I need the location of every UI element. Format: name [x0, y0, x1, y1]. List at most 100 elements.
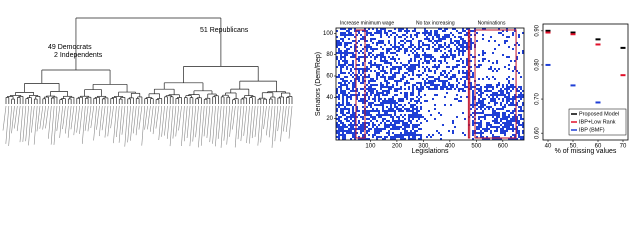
- heatmap-cell: [512, 32, 514, 34]
- heatmap-cell: [412, 86, 414, 88]
- heatmap-cell: [502, 116, 504, 118]
- heatmap-cell: [404, 64, 406, 66]
- heatmap-cell: [408, 40, 410, 42]
- heatmap-cell: [374, 116, 376, 118]
- heatmap-cell: [368, 112, 370, 114]
- heatmap-cell: [354, 112, 356, 114]
- heatmap-cell: [462, 44, 464, 46]
- heatmap-cell: [348, 120, 350, 122]
- heatmap-cell: [346, 86, 348, 88]
- heatmap-cell: [436, 88, 438, 90]
- heatmap-cell: [402, 28, 404, 30]
- heatmap-cell: [446, 46, 448, 48]
- heatmap-cell: [368, 86, 370, 88]
- heatmap-cell: [356, 76, 358, 78]
- heatmap-cell: [416, 32, 418, 34]
- heatmap-cell: [488, 106, 490, 108]
- leaf-label: [84, 105, 89, 131]
- heatmap-cell: [340, 84, 342, 86]
- heatmap-cell: [466, 78, 468, 80]
- heatmap-cell: [404, 84, 406, 86]
- heatmap-cell: [440, 46, 442, 48]
- leaf-label: [212, 105, 216, 144]
- heatmap-cell: [414, 136, 416, 138]
- heatmap-cell: [470, 108, 472, 110]
- heatmap-cell: [368, 82, 370, 84]
- heatmap-cell: [498, 126, 500, 128]
- heatmap-cell: [486, 106, 488, 108]
- heatmap-cell: [410, 78, 412, 80]
- heatmap-cell: [502, 132, 504, 134]
- heatmap-cell: [412, 106, 414, 108]
- heatmap-cell: [478, 116, 480, 118]
- heatmap-cell: [348, 102, 350, 104]
- heatmap-cell: [346, 66, 348, 68]
- heatmap-cell: [508, 88, 510, 90]
- heatmap-cell: [400, 138, 402, 140]
- heatmap-cell: [442, 36, 444, 38]
- heatmap-cell: [448, 88, 450, 90]
- heatmap-cell: [372, 108, 374, 110]
- heatmap-cell: [396, 66, 398, 68]
- heatmap-cell: [500, 108, 502, 110]
- heatmap-cell: [406, 110, 408, 112]
- heatmap-cell: [412, 72, 414, 74]
- heatmap-cell: [444, 104, 446, 106]
- heatmap-cell: [386, 34, 388, 36]
- heatmap-cell: [410, 132, 412, 134]
- legend-label: Proposed Model: [579, 111, 619, 117]
- heatmap-cell: [358, 110, 360, 112]
- heatmap-cell: [352, 132, 354, 134]
- heatmap-cell: [430, 34, 432, 36]
- heatmap-cell: [518, 136, 520, 138]
- heatmap-cell: [458, 88, 460, 90]
- heatmap-cell: [336, 36, 338, 38]
- heatmap-cell: [410, 138, 412, 140]
- heatmap-cell: [454, 54, 456, 56]
- heatmap-cell: [392, 96, 394, 98]
- heatmap-cell: [494, 102, 496, 104]
- heatmap-cell: [342, 136, 344, 138]
- heatmap-cell: [362, 102, 364, 104]
- heatmap-cell: [476, 92, 478, 94]
- heatmap-cell: [340, 90, 342, 92]
- heatmap-cell: [414, 114, 416, 116]
- x-tick-label: 400: [445, 144, 456, 150]
- heatmap-cell: [472, 106, 474, 108]
- heatmap-cell: [394, 42, 396, 44]
- heatmap-cell: [384, 28, 386, 30]
- heatmap-cell: [436, 32, 438, 34]
- heatmap-cell: [340, 92, 342, 94]
- heatmap-cell: [418, 46, 420, 48]
- heatmap-cell: [388, 120, 390, 122]
- heatmap-cell: [434, 78, 436, 80]
- heatmap-cell: [520, 124, 522, 126]
- heatmap-cell: [484, 58, 486, 60]
- heatmap-cell: [362, 134, 364, 136]
- heatmap-cell: [352, 110, 354, 112]
- heatmap-cell: [518, 120, 520, 122]
- heatmap-cell: [422, 72, 424, 74]
- heatmap-cell: [456, 60, 458, 62]
- heatmap-cell: [470, 42, 472, 44]
- leaf-label: [195, 105, 199, 138]
- heatmap-cell: [376, 128, 378, 130]
- heatmap-cell: [440, 88, 442, 90]
- heatmap-cell: [428, 46, 430, 48]
- heatmap-cell: [412, 88, 414, 90]
- heatmap-cell: [520, 98, 522, 100]
- heatmap-cell: [476, 128, 478, 130]
- heatmap-cell: [518, 96, 520, 98]
- heatmap-cell: [382, 84, 384, 86]
- heatmap-cell: [492, 70, 494, 72]
- heatmap-cell: [396, 34, 398, 36]
- heatmap-cell: [376, 42, 378, 44]
- heatmap-cell: [340, 38, 342, 40]
- heatmap-cell: [466, 32, 468, 34]
- heatmap-cell: [374, 80, 376, 82]
- heatmap-cell: [338, 64, 340, 66]
- leaf-label: [87, 105, 92, 132]
- heatmap-cell: [388, 110, 390, 112]
- heatmap-cell: [338, 74, 340, 76]
- heatmap-cell: [340, 128, 342, 130]
